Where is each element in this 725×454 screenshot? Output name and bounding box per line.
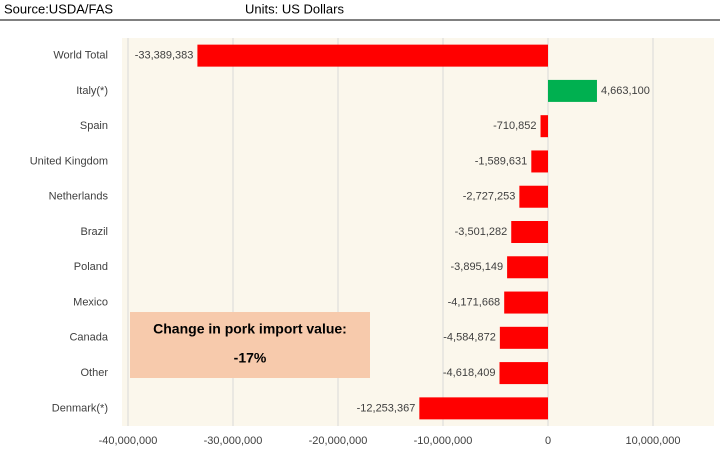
data-label: -4,584,872 (443, 332, 496, 344)
x-tick-label: 10,000,000 (625, 435, 680, 447)
x-tick-label: -30,000,000 (204, 435, 263, 447)
y-tick-label: United Kingdom (30, 155, 108, 167)
bar (519, 185, 548, 208)
y-tick-label: Spain (80, 120, 108, 132)
bar (197, 44, 548, 67)
source: Source:USDA/FAS (4, 1, 113, 16)
annotation-box (130, 312, 370, 378)
data-label: -3,501,282 (455, 226, 508, 238)
y-tick-label: Other (80, 367, 108, 379)
bar (499, 326, 548, 349)
data-label: -12,253,367 (357, 402, 416, 414)
x-tick-label: -20,000,000 (309, 435, 368, 447)
y-tick-label: Mexico (73, 296, 108, 308)
bar (531, 150, 548, 173)
data-label: -4,618,409 (443, 367, 496, 379)
bar (511, 221, 548, 243)
y-tick-label: Poland (74, 261, 108, 273)
x-tick-label: 0 (545, 435, 551, 447)
annotation-title: Change in pork import value: (153, 321, 347, 337)
data-label: -3,895,149 (450, 261, 503, 273)
y-tick-label: Italy(*) (76, 85, 108, 97)
data-label: -710,852 (493, 120, 536, 132)
x-tick-label: -10,000,000 (414, 435, 473, 447)
bar (504, 291, 548, 314)
data-label: 4,663,100 (601, 85, 650, 97)
data-label: -2,727,253 (463, 191, 516, 203)
y-tick-label: Brazil (80, 226, 108, 238)
bar (499, 362, 548, 385)
bar (548, 79, 597, 102)
annotation-value: -17% (234, 350, 267, 366)
y-tick-label: World Total (53, 50, 108, 62)
x-tick-label: -40,000,000 (99, 435, 158, 447)
data-label: -4,171,668 (448, 296, 501, 308)
y-tick-label: Netherlands (49, 191, 109, 203)
bar (540, 115, 548, 138)
y-tick-label: Denmark(*) (52, 402, 108, 414)
data-label: -33,389,383 (135, 50, 194, 62)
bar (419, 397, 548, 420)
bar (507, 256, 548, 279)
y-tick-label: Canada (69, 332, 108, 344)
data-label: -1,589,631 (475, 155, 528, 167)
units: Units: US Dollars (245, 1, 344, 16)
